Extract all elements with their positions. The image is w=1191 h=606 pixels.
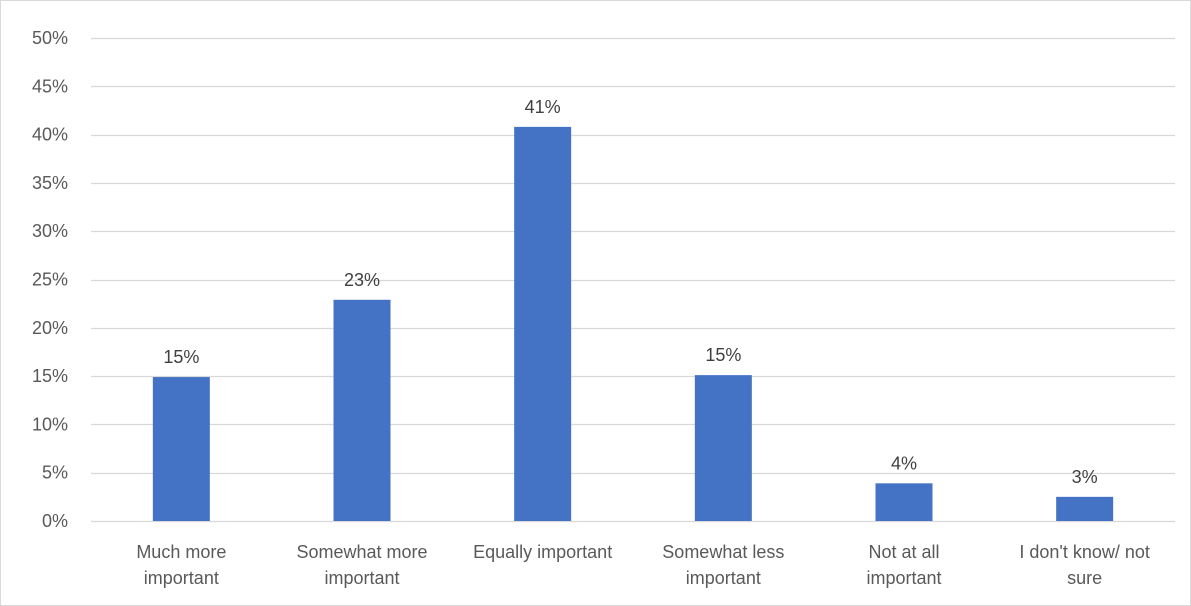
y-tick-label: 20% <box>32 318 68 338</box>
x-category-label: Equally important <box>473 542 612 562</box>
x-category-label: sure <box>1067 568 1102 588</box>
y-tick-label: 40% <box>32 125 68 145</box>
y-tick-label: 50% <box>32 28 68 48</box>
data-label: 23% <box>344 270 380 290</box>
x-category-label: important <box>866 568 941 588</box>
bar <box>1056 496 1114 521</box>
y-tick-label: 45% <box>32 76 68 96</box>
y-tick-label: 10% <box>32 414 68 434</box>
x-category-label: I don't know/ not <box>1019 542 1150 562</box>
bar <box>875 483 933 521</box>
bar <box>514 126 572 521</box>
data-labels: 15% 23% 41% 15% 4% 3% <box>163 97 1097 487</box>
y-tick-label: 35% <box>32 173 68 193</box>
bar <box>694 375 752 521</box>
data-label: 15% <box>163 347 199 367</box>
y-tick-label: 25% <box>32 270 68 290</box>
bar <box>152 377 210 521</box>
x-category-label: important <box>144 568 219 588</box>
gridlines <box>91 37 1175 523</box>
data-label: 3% <box>1072 467 1098 487</box>
data-label: 4% <box>891 453 917 473</box>
data-label: 15% <box>705 345 741 365</box>
x-axis-category-labels: Much more important Somewhat more important… <box>136 542 1150 588</box>
y-axis-tick-labels: 0% 5% 10% 15% 20% 25% 30% 35% 40% 45% 50% <box>32 28 68 531</box>
x-category-label: Not at all <box>868 542 939 562</box>
data-label: 41% <box>525 97 561 117</box>
y-tick-label: 30% <box>32 221 68 241</box>
y-tick-label: 15% <box>32 366 68 386</box>
y-tick-label: 0% <box>42 511 68 531</box>
x-category-label: Somewhat less <box>662 542 784 562</box>
x-category-label: Somewhat more <box>296 542 427 562</box>
bar <box>333 299 391 521</box>
x-category-label: important <box>324 568 399 588</box>
x-category-label: Much more <box>136 542 226 562</box>
bars <box>152 126 1114 521</box>
y-tick-label: 5% <box>42 463 68 483</box>
x-category-label: important <box>686 568 761 588</box>
